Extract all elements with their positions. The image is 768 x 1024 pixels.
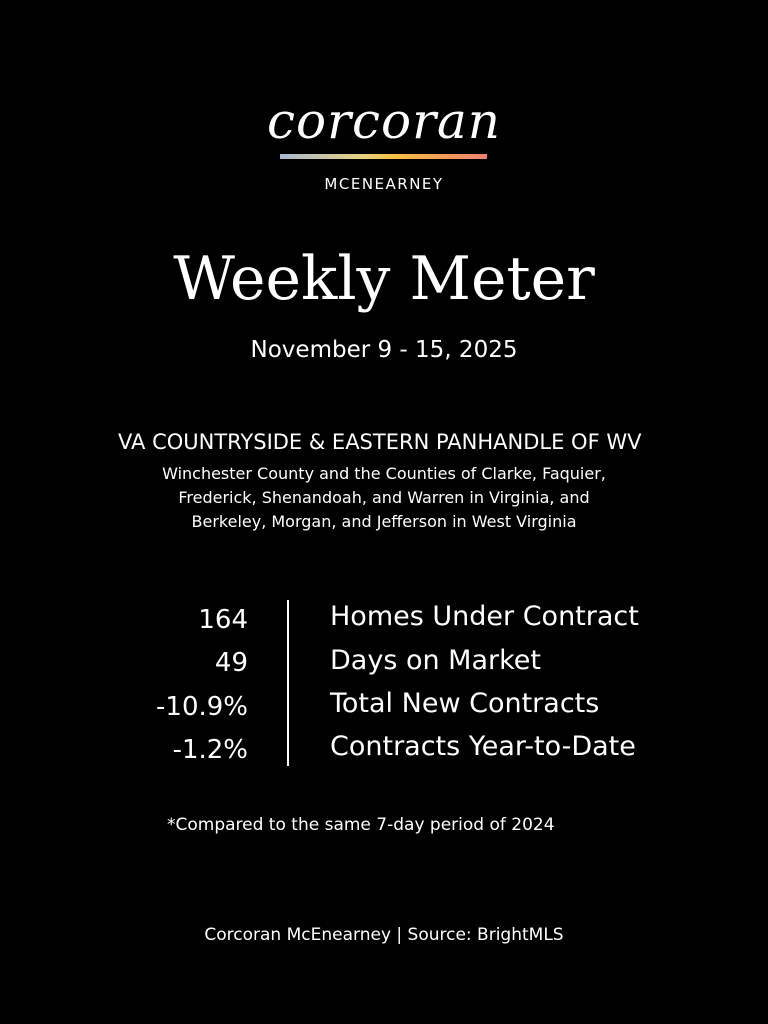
page-title: Weekly Meter — [173, 244, 595, 314]
comparison-note: *Compared to the same 7-day period of 20… — [167, 815, 555, 835]
region-name: VA COUNTRYSIDE & EASTERN PANHANDLE OF WV — [118, 430, 642, 454]
date-range: November 9 - 15, 2025 — [250, 337, 518, 363]
stat-label: Contracts Year-to-Date — [330, 731, 636, 762]
logo-wordmark: corcoran — [266, 92, 502, 150]
stat-value: -1.2% — [172, 735, 248, 765]
region-line: Berkeley, Morgan, and Jefferson in West … — [191, 512, 577, 531]
stat-value: -10.9% — [156, 692, 248, 722]
region-line: Winchester County and the Counties of Cl… — [162, 464, 606, 483]
logo-subtitle: MCENEARNEY — [324, 175, 444, 193]
stat-label: Total New Contracts — [330, 688, 600, 719]
region-line: Frederick, Shenandoah, and Warren in Vir… — [178, 488, 590, 507]
divider — [287, 600, 289, 766]
stat-label: Days on Market — [330, 645, 541, 676]
stat-value: 49 — [214, 648, 248, 678]
stat-value: 164 — [198, 605, 248, 635]
logo-gradient-bar — [280, 154, 487, 159]
stat-label: Homes Under Contract — [330, 601, 639, 632]
region-description: Winchester County and the Counties of Cl… — [0, 462, 768, 534]
footer-source: Corcoran McEnearney | Source: BrightMLS — [204, 925, 564, 945]
